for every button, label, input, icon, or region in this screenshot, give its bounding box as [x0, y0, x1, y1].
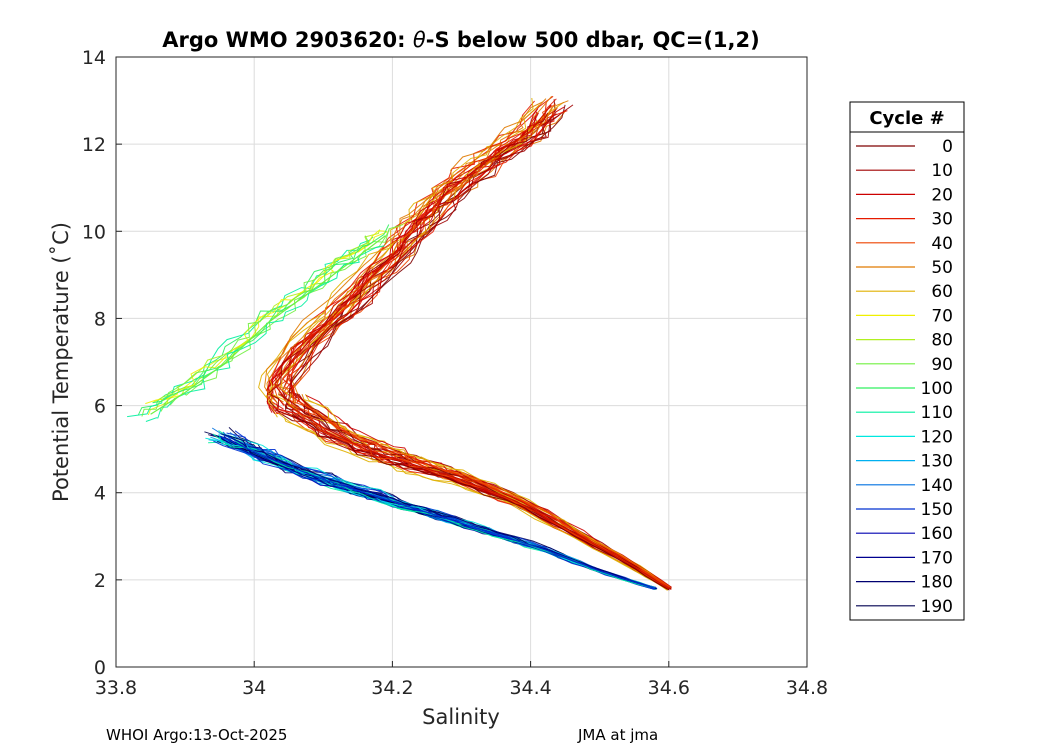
y-tick-label: 8 [94, 308, 106, 330]
legend-entry-label: 90 [931, 355, 953, 375]
legend-entry-label: 190 [921, 597, 953, 617]
legend-entry-label: 50 [931, 258, 953, 278]
y-tick-label: 14 [82, 47, 106, 69]
series-core-line [219, 435, 656, 590]
x-tick-label: 34.6 [648, 677, 690, 699]
series-core-line [150, 235, 386, 415]
legend-entry-label: 140 [921, 476, 953, 496]
y-tick-label: 0 [94, 657, 106, 679]
profile-line [141, 235, 371, 417]
profile-line [282, 98, 557, 400]
legend-entry-label: 40 [931, 234, 953, 254]
y-tick-label: 2 [94, 570, 106, 592]
footer-attribution: JMA at jma [578, 726, 659, 744]
legend-entry-label: 80 [931, 331, 953, 351]
legend-entry-label: 0 [942, 137, 953, 157]
y-axis-ticks: 0 2 4 6 8 10 12 14 [82, 47, 122, 679]
legend-entries: 0 10 20 30 40 50 60 70 80 90 100 110 120 130 140 150 160… [856, 137, 953, 617]
x-axis-label: Salinity [422, 705, 500, 729]
profile-line [296, 399, 671, 589]
legend-entry-label: 180 [921, 573, 953, 593]
profile-line [286, 110, 568, 406]
chart-title: Argo WMO 2903620: θ-S below 500 dbar, QC… [162, 28, 759, 52]
legend-entry-label: 70 [931, 306, 953, 326]
legend-entry-label: 150 [921, 500, 953, 520]
profile-line [264, 101, 543, 404]
x-tick-label: 34.2 [371, 677, 413, 699]
profile-line [291, 414, 670, 591]
legend-title: Cycle # [869, 108, 944, 129]
profile-line [290, 106, 565, 403]
legend-entry-label: 20 [931, 185, 953, 205]
y-axis-label: Potential Temperature (˚C) [49, 222, 73, 502]
x-tick-label: 33.8 [95, 677, 137, 699]
theta-s-profiles [127, 95, 672, 591]
y-tick-label: 4 [94, 483, 106, 505]
profile-line [220, 433, 656, 590]
series-1 [268, 393, 672, 591]
legend-entry-label: 160 [921, 524, 953, 544]
x-axis-ticks: 33.8 34 34.2 34.4 34.6 34.8 [95, 661, 828, 699]
legend-entry-label: 30 [931, 210, 953, 230]
series-0 [258, 95, 574, 418]
footer-source: WHOI Argo:13-Oct-2025 [106, 726, 288, 744]
profile-line [145, 230, 387, 405]
x-tick-label: 34.8 [786, 677, 828, 699]
profile-line [152, 224, 390, 404]
y-tick-label: 10 [82, 221, 106, 243]
y-tick-label: 6 [94, 396, 106, 418]
series-2 [127, 224, 403, 422]
series-core-line [288, 405, 670, 590]
profile-line [266, 112, 549, 409]
profile-line [296, 393, 672, 588]
x-tick-label: 34 [242, 677, 266, 699]
legend-entry-label: 110 [921, 403, 953, 423]
legend-entry-label: 120 [921, 427, 953, 447]
series-3 [204, 427, 658, 590]
profile-line [213, 440, 654, 590]
legend-entry-label: 130 [921, 452, 953, 472]
plot-area [116, 57, 807, 667]
profile-line [266, 97, 534, 403]
legend-entry-label: 60 [931, 282, 953, 302]
profile-line [285, 114, 560, 412]
y-tick-label: 12 [82, 134, 106, 156]
legend: Cycle # 0 10 20 30 40 50 60 70 80 90 100 110 120 130 1… [849, 101, 965, 621]
legend-entry-label: 100 [921, 379, 953, 399]
series-core-line [274, 104, 552, 406]
plot-frame [115, 56, 808, 668]
legend-entry-label: 170 [921, 548, 953, 568]
profile-line [284, 417, 668, 591]
legend-entry-label: 10 [931, 161, 953, 181]
x-tick-label: 34.4 [509, 677, 551, 699]
